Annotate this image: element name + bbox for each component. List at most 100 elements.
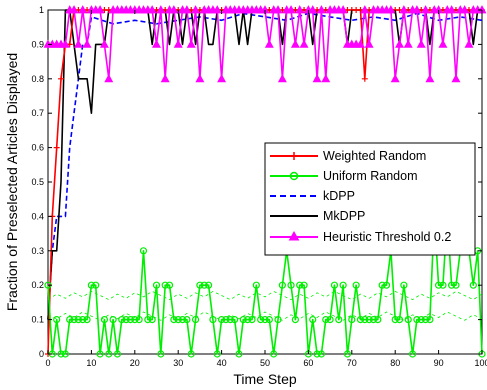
series-uniform-random-point (244, 316, 252, 324)
series-heuristic-threshold-0-2-point (104, 73, 114, 83)
series-uniform-random-point (330, 281, 339, 289)
series-heuristic-threshold-0-2-point (364, 39, 374, 48)
series-uniform-random-point (100, 316, 109, 324)
series-uniform-random-point (317, 350, 326, 358)
series-uniform-random-point (296, 281, 304, 289)
series-heuristic-threshold-0-2-point (73, 39, 83, 48)
series-uniform-random-point (421, 316, 430, 324)
series-uniform-random-point (218, 316, 226, 324)
series-heuristic-threshold-0-2-point (173, 39, 183, 48)
series-heuristic-threshold-0-2-point (99, 39, 109, 48)
legend-item-mkdpp: MkDPP (270, 209, 365, 223)
uniform-random-band-upper-line (47, 290, 483, 301)
series-uniform-random-point (204, 281, 213, 289)
series-uniform-random-point (391, 316, 399, 324)
legend-label-mkdpp: MkDPP (323, 209, 365, 223)
x-tick-label: 30 (173, 358, 183, 368)
series-uniform-random-point (313, 350, 321, 358)
series-uniform-random-point (165, 281, 174, 289)
series-uniform-random-point (369, 316, 378, 324)
series-uniform-random-point (148, 316, 156, 324)
series-uniform-random-point (326, 316, 334, 324)
series-uniform-random-point (300, 281, 308, 289)
series-uniform-random-point (105, 350, 113, 358)
series-heuristic-threshold-0-2-point (421, 5, 431, 14)
series-uniform-random-point (265, 316, 273, 324)
series-uniform-random-point (87, 281, 96, 289)
x-tick-label: 20 (130, 358, 140, 368)
series-uniform-random-point (343, 350, 352, 358)
series-uniform-random-point (118, 316, 126, 324)
series-uniform-random-point (57, 350, 65, 358)
series-weighted-random-point (361, 75, 368, 82)
series-uniform-random-point (152, 281, 161, 289)
y-tick-label: 1 (39, 5, 44, 15)
series-uniform-random-point (196, 281, 204, 289)
series-uniform-random-point (322, 316, 330, 324)
series-uniform-random-point (183, 316, 191, 324)
series-uniform-random-point (74, 316, 82, 324)
series-heuristic-threshold-0-2-point (217, 73, 227, 83)
series-kdpp-line (47, 12, 483, 320)
legend-label-uniform-random: Uniform Random (323, 169, 417, 183)
legend-heuristic-threshold-triangle-marker (288, 230, 300, 241)
series-uniform-random-point (439, 281, 447, 289)
series-uniform-random-point (361, 316, 369, 324)
y-tick-label: 0.1 (31, 315, 44, 325)
series-uniform-random-point (113, 350, 122, 358)
series-heuristic-threshold-0-2-point (316, 5, 326, 14)
series-uniform-random-point (448, 281, 456, 289)
legend-label-heuristic-threshold: Heuristic Threshold 0.2 (323, 230, 451, 244)
series-uniform-random-point (257, 316, 265, 324)
series-heuristic-threshold-0-2-point (147, 5, 157, 14)
series-heuristic-threshold-0-2-point (273, 5, 283, 14)
series-uniform-random-point (404, 316, 412, 324)
legend-item-heuristic-threshold: Heuristic Threshold 0.2 (270, 230, 451, 244)
y-tick-label: 0.9 (31, 39, 44, 49)
series-uniform-random-point (178, 316, 187, 324)
series-weighted-random-point (58, 75, 65, 82)
series-uniform-random-point (174, 316, 182, 324)
series-heuristic-threshold-0-2-point (399, 5, 409, 14)
series-heuristic-threshold-0-2-point (386, 5, 396, 14)
series-heuristic-threshold-0-2-point (60, 39, 70, 48)
series-heuristic-threshold-0-2-point (277, 73, 287, 83)
x-tick-label: 10 (86, 358, 96, 368)
series-uniform-random-point (270, 350, 278, 358)
series-uniform-random-point (157, 350, 165, 358)
series-heuristic-threshold-0-2-point (160, 73, 170, 83)
series-uniform-random-point (61, 350, 69, 358)
x-tick-label: 60 (303, 358, 313, 368)
series-uniform-random-point (395, 316, 404, 324)
y-tick-label: 0.7 (31, 108, 44, 118)
legend-weighted-random-plus-marker (290, 152, 298, 160)
series-heuristic-threshold-0-2-point (264, 39, 274, 48)
series-uniform-random-point (408, 350, 417, 358)
series-uniform-random-point (83, 316, 91, 324)
y-tick-label: 0.8 (31, 74, 44, 84)
series-uniform-random-point (309, 316, 317, 324)
series-uniform-random-point (417, 316, 425, 324)
series-uniform-random-point (200, 281, 208, 289)
series-uniform-random-point (252, 281, 260, 289)
x-tick-label: 50 (260, 358, 270, 368)
series-uniform-random-line (47, 215, 483, 355)
series-uniform-random-point (92, 281, 100, 289)
series-uniform-random-point (209, 316, 217, 324)
series-heuristic-threshold-0-2-point (82, 39, 92, 48)
series-heuristic-threshold-0-2-point (416, 39, 426, 48)
series-heuristic-threshold-0-2-point (299, 39, 309, 48)
series-uniform-random-point (96, 350, 104, 358)
series-heuristic-threshold-0-2-point (169, 5, 179, 14)
series-uniform-random-point (426, 316, 434, 324)
series-uniform-random-point (335, 316, 343, 324)
series-heuristic-threshold-0-2-point (447, 5, 457, 14)
series-heuristic-threshold-0-2-point (356, 39, 365, 48)
y-tick-label: 0.5 (31, 177, 44, 187)
series-uniform-random-point (53, 316, 61, 324)
series-heuristic-threshold-0-2-point (195, 73, 205, 83)
series-uniform-random-point (126, 316, 135, 324)
series-heuristic-threshold-0-2-point (403, 39, 413, 48)
x-tick-label: 100 (474, 358, 487, 368)
